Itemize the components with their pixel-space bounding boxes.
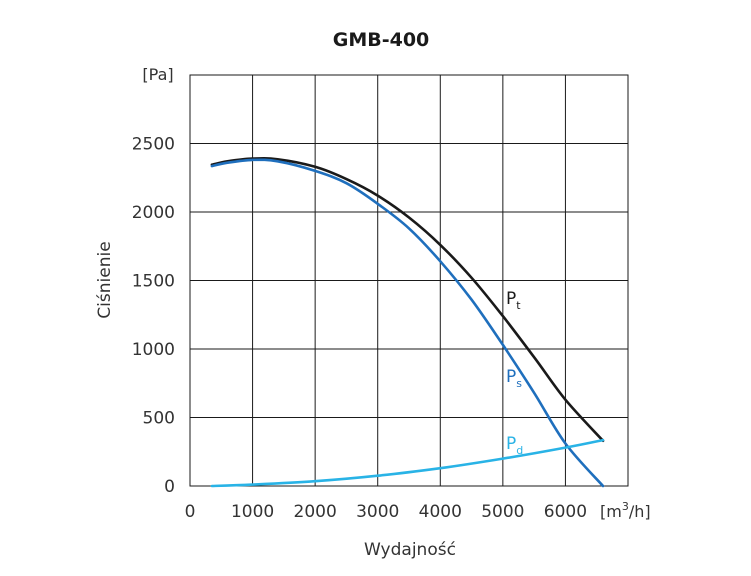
series-lines bbox=[210, 156, 605, 488]
x-tick-label: 2000 bbox=[294, 502, 337, 522]
series-line-pt bbox=[210, 156, 605, 443]
y-axis-label: Ciśnienie bbox=[95, 241, 115, 318]
y-tick-label: 1500 bbox=[132, 272, 175, 292]
x-tick-label: 6000 bbox=[544, 502, 587, 522]
series-labels: Pt Ps Pd bbox=[506, 289, 523, 457]
x-axis-label: Wydajność bbox=[364, 540, 456, 560]
grid bbox=[189, 74, 629, 487]
x-axis-unit: [m3/h] bbox=[600, 500, 651, 521]
y-axis-ticks: 0 500 1000 1500 2000 2500 bbox=[132, 135, 175, 498]
chart-title: GMB-400 bbox=[333, 29, 430, 51]
y-tick-label: 1000 bbox=[132, 340, 175, 360]
series-line-pd bbox=[210, 438, 605, 488]
x-tick-label: 5000 bbox=[481, 502, 524, 522]
y-tick-label: 2000 bbox=[132, 203, 175, 223]
y-tick-label: 2500 bbox=[132, 135, 175, 155]
x-tick-label: 3000 bbox=[356, 502, 399, 522]
y-tick-label: 0 bbox=[164, 477, 175, 497]
series-line-ps bbox=[210, 158, 605, 488]
x-tick-label: 4000 bbox=[419, 502, 462, 522]
y-tick-label: 500 bbox=[143, 409, 175, 429]
series-label-pd: Pd bbox=[506, 434, 523, 457]
series-label-pt: Pt bbox=[506, 289, 521, 312]
x-axis-ticks: 0 1000 2000 3000 4000 5000 6000 bbox=[185, 502, 587, 522]
series-label-ps: Ps bbox=[506, 367, 522, 390]
x-tick-label: 0 bbox=[185, 502, 196, 522]
y-axis-unit: [Pa] bbox=[142, 65, 173, 84]
x-tick-label: 1000 bbox=[231, 502, 274, 522]
